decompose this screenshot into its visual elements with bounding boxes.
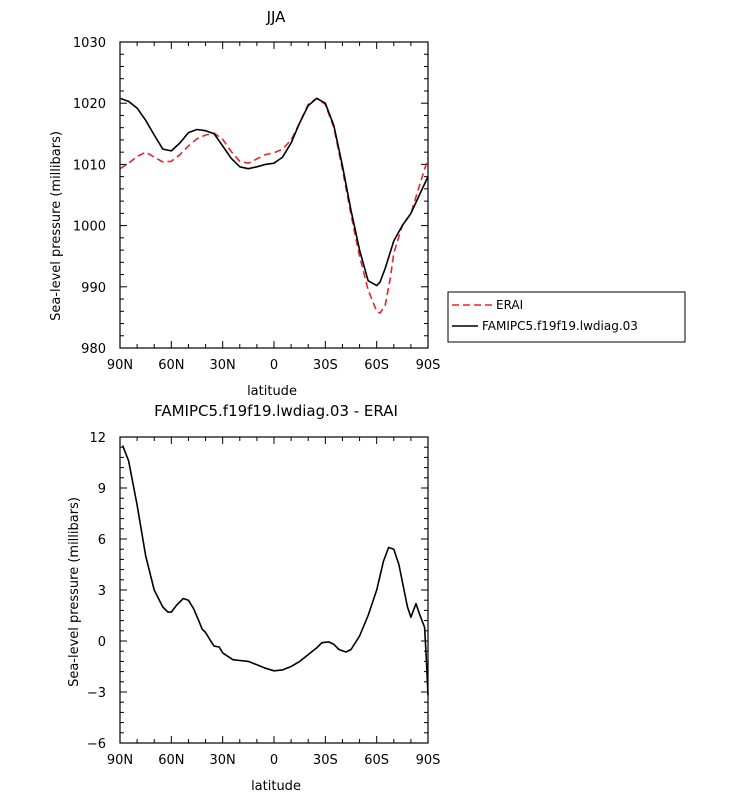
x-tick-label: 90S: [416, 358, 441, 373]
x-tick-label: 0: [270, 358, 278, 373]
top-panel: JJA Sea-level pressure (millibars) latit…: [49, 8, 440, 399]
top-y-axis-label: Sea-level pressure (millibars): [49, 131, 64, 321]
top-chart-title: JJA: [266, 8, 287, 26]
top-y-ticks: 980 990 1000 1010 1020 1030: [73, 36, 428, 357]
series-line-difference: [121, 445, 429, 696]
y-tick-label: 980: [81, 342, 106, 357]
x-tick-label: 60S: [364, 358, 389, 373]
y-tick-label: 3: [98, 584, 106, 599]
legend-model-label: FAMIPC5.f19f19.lwdiag.03: [482, 319, 638, 333]
x-tick-label: 60N: [158, 753, 184, 768]
bottom-chart-title: FAMIPC5.f19f19.lwdiag.03 - ERAI: [154, 402, 398, 420]
x-tick-label: 30N: [210, 753, 236, 768]
y-tick-label: 6: [98, 533, 106, 548]
y-tick-label: −3: [87, 686, 106, 701]
x-tick-label: 30S: [313, 358, 338, 373]
series-line-famipc5-f19f19-lwdiag-03: [119, 97, 429, 287]
legend-erai-label: ERAI: [496, 298, 523, 312]
legend: ERAI FAMIPC5.f19f19.lwdiag.03: [447, 291, 686, 343]
x-tick-label: 60S: [364, 753, 389, 768]
bottom-x-ticks: 90N 60N 30N 0 30S 60S 90S: [107, 437, 441, 768]
top-series-lines: [119, 97, 429, 314]
bottom-plot-frame: [119, 436, 429, 744]
y-tick-label: 1010: [73, 158, 106, 173]
top-plot-frame: [119, 41, 429, 349]
x-tick-label: 0: [270, 753, 278, 768]
top-x-axis-label: latitude: [247, 384, 297, 399]
y-tick-label: 0: [98, 635, 106, 650]
x-tick-label: 90S: [416, 753, 441, 768]
bottom-series-lines: [121, 445, 429, 696]
y-tick-label: 1030: [73, 36, 106, 51]
x-tick-label: 60N: [158, 358, 184, 373]
bottom-x-axis-label: latitude: [251, 779, 301, 794]
y-tick-label: −6: [87, 737, 106, 752]
bottom-y-axis-label: Sea-level pressure (millibars): [67, 497, 82, 687]
x-tick-label: 30S: [313, 753, 338, 768]
bottom-panel: FAMIPC5.f19f19.lwdiag.03 - ERAI Sea-leve…: [67, 402, 440, 794]
y-tick-label: 990: [81, 281, 106, 296]
x-tick-label: 90N: [107, 358, 133, 373]
y-tick-label: 9: [98, 482, 106, 497]
x-tick-label: 30N: [210, 358, 236, 373]
legend-box: [447, 291, 686, 343]
series-line-erai: [119, 97, 429, 314]
bottom-y-ticks: −6 −3 0 3 6 9 12: [87, 431, 428, 752]
y-tick-label: 1020: [73, 97, 106, 112]
top-x-ticks: 90N 60N 30N 0 30S 60S 90S: [107, 42, 441, 373]
y-tick-label: 12: [89, 431, 106, 446]
x-tick-label: 90N: [107, 753, 133, 768]
y-tick-label: 1000: [73, 220, 106, 235]
